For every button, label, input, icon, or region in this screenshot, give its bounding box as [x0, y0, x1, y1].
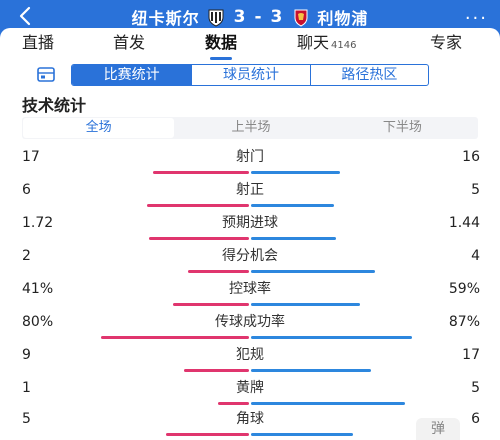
stat-home-value: 5	[22, 411, 31, 427]
tab-live[interactable]: 直播	[22, 33, 55, 52]
stat-home-value: 2	[22, 248, 31, 264]
stat-away-value: 6	[471, 411, 480, 427]
stat-away-bar	[251, 270, 375, 273]
away-team-name: 利物浦	[317, 9, 369, 28]
stat-home-value: 9	[22, 347, 31, 363]
stat-label: 控球率	[229, 281, 271, 297]
stat-home-bar	[184, 369, 249, 372]
stat-home-bar	[147, 204, 249, 207]
stat-away-bar	[251, 369, 371, 372]
match-header: 纽卡斯尔 3 - 3 利物浦 ··· 直播 首发 数据 聊天 4146 专家	[0, 0, 500, 60]
stat-label: 射门	[236, 149, 264, 165]
stat-away-value: 5	[471, 182, 480, 198]
score-separator: -	[254, 7, 263, 27]
away-score: 3	[270, 7, 284, 27]
liverpool-crest-icon	[294, 9, 308, 27]
stat-row-fouls: 9 犯规 17	[0, 346, 500, 378]
stat-label: 传球成功率	[215, 314, 285, 330]
tab-experts[interactable]: 专家	[430, 33, 463, 52]
period-tab-first-half[interactable]: 上半场	[231, 120, 271, 135]
stat-away-value: 59%	[448, 281, 480, 297]
stat-label: 犯规	[236, 347, 264, 363]
period-tab-full[interactable]: 全场	[23, 118, 175, 138]
stat-away-value: 4	[471, 248, 480, 264]
stat-home-value: 41%	[22, 281, 54, 297]
sub-tab-bar: 比赛统计 球员统计 路径热区	[0, 62, 500, 88]
stat-label: 射正	[236, 182, 264, 198]
match-title: 纽卡斯尔 3 - 3 利物浦	[0, 4, 500, 30]
stat-home-value: 1.72	[22, 215, 54, 231]
stat-home-value: 80%	[22, 314, 54, 330]
stat-away-bar	[251, 336, 412, 339]
stat-row-expected-goals: 1.72 预期进球 1.44	[0, 214, 500, 246]
stat-away-bar	[251, 402, 405, 405]
main-tab-bar: 直播 首发 数据 聊天 4146 专家	[0, 28, 500, 60]
stat-row-corners: 5 角球 6	[0, 410, 500, 440]
stats-type-segment: 比赛统计 球员统计 路径热区	[71, 64, 429, 86]
tab-chat[interactable]: 聊天 4146	[297, 33, 357, 52]
stat-home-bar	[166, 433, 249, 436]
stat-away-bar	[251, 204, 334, 207]
stat-away-value: 1.44	[448, 215, 480, 231]
section-title: 技术统计	[22, 96, 87, 115]
stat-home-bar	[188, 270, 249, 273]
stat-home-value: 17	[22, 149, 40, 165]
stat-home-bar	[153, 171, 249, 174]
stat-home-value: 1	[22, 380, 31, 396]
tab-stats[interactable]: 数据	[205, 28, 237, 60]
segment-player-stats[interactable]: 球员统计	[191, 65, 309, 85]
tab-lineup[interactable]: 首发	[113, 33, 146, 52]
stat-label: 预期进球	[222, 215, 278, 231]
stat-home-bar	[101, 336, 249, 339]
stat-home-bar	[218, 402, 249, 405]
stat-away-bar	[251, 433, 353, 436]
stat-away-bar	[251, 303, 360, 306]
stat-away-value: 87%	[448, 314, 480, 330]
stat-row-yellow-cards: 1 黄牌 5	[0, 379, 500, 411]
back-arrow-icon[interactable]	[14, 4, 38, 28]
stat-row-possession: 41% 控球率 59%	[0, 280, 500, 312]
stat-label: 得分机会	[222, 248, 278, 264]
stat-home-value: 6	[22, 182, 31, 198]
period-tabs: 全场 上半场 下半场	[22, 117, 478, 139]
chat-count: 4146	[331, 40, 357, 51]
stat-away-value: 16	[462, 149, 480, 165]
stat-home-bar	[149, 237, 249, 240]
segment-heat-map[interactable]: 路径热区	[309, 65, 428, 85]
stat-away-bar	[251, 237, 336, 240]
home-score: 3	[233, 7, 247, 27]
stat-row-big-chances: 2 得分机会 4	[0, 247, 500, 279]
stat-row-shots: 17 射门 16	[0, 148, 500, 180]
newcastle-crest-icon	[208, 9, 224, 27]
stat-row-pass-accuracy: 80% 传球成功率 87%	[0, 313, 500, 345]
stat-label: 角球	[236, 411, 264, 427]
stat-away-value: 17	[462, 347, 480, 363]
stat-row-shots-on-target: 6 射正 5	[0, 181, 500, 213]
stat-label: 黄牌	[236, 380, 264, 396]
more-options-icon[interactable]: ···	[464, 8, 488, 29]
home-team-name: 纽卡斯尔	[131, 9, 200, 28]
stat-away-value: 5	[471, 380, 480, 396]
stat-home-bar	[173, 303, 249, 306]
period-tab-second-half[interactable]: 下半场	[382, 120, 422, 135]
stat-away-bar	[251, 171, 340, 174]
danmaku-button[interactable]: 弹	[416, 418, 460, 440]
segment-match-stats[interactable]: 比赛统计	[72, 65, 192, 85]
data-panel-icon[interactable]	[36, 66, 56, 84]
